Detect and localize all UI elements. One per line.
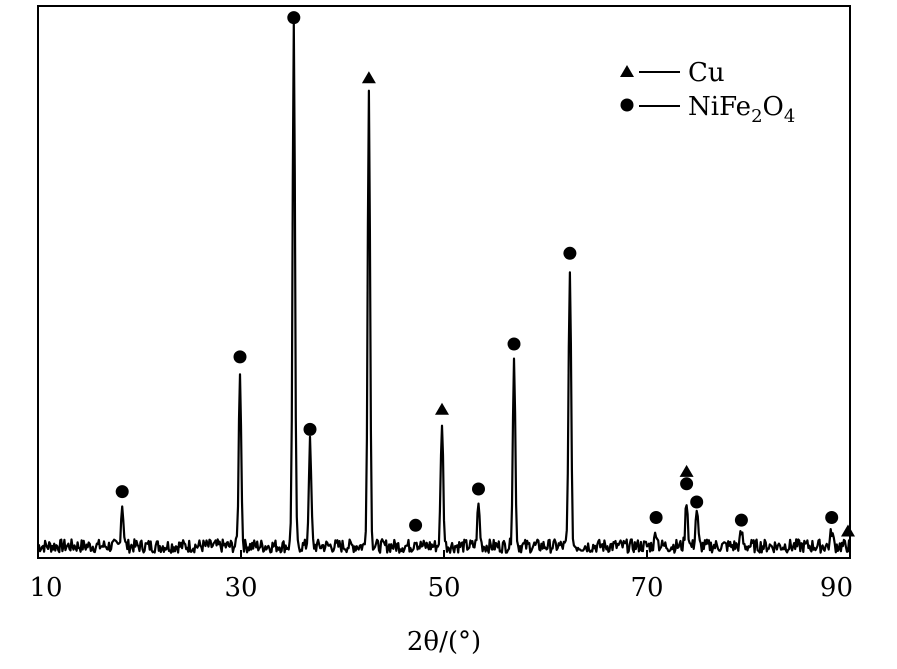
peak-markers [115, 11, 855, 537]
cu-peak-marker-11 [679, 464, 694, 477]
circle-icon [620, 98, 634, 112]
nife2o4-peak-marker-14 [734, 513, 748, 527]
x-axis-ticks: 10 30 50 70 90 [29, 550, 853, 603]
x-axis-title: 2θ/(°) [407, 627, 481, 657]
x-tick-label-70: 70 [630, 573, 663, 603]
nife2o4-peak-marker-5 [409, 518, 423, 532]
nife2o4-peak-marker-2 [287, 11, 301, 25]
nife2o4-peak-marker-15 [825, 511, 839, 524]
x-tick-label-90: 90 [820, 573, 853, 603]
legend-item-cu: Cu [620, 58, 725, 88]
x-tick-label-30: 30 [224, 573, 257, 603]
legend: Cu NiFe2O4 [620, 58, 795, 127]
nife2o4-peak-marker-7 [472, 482, 485, 496]
legend-item-nife2o4: NiFe2O4 [620, 92, 795, 127]
xrd-pattern-line [37, 21, 851, 554]
nife2o4-peak-marker-3 [303, 422, 317, 436]
x-tick-label-10: 10 [29, 573, 62, 603]
cu-peak-marker-6 [435, 402, 449, 415]
nife2o4-peak-marker-12 [680, 477, 694, 491]
cu-peak-marker-4 [361, 71, 376, 84]
triangle-icon [620, 65, 634, 77]
x-tick-label-50: 50 [427, 573, 460, 603]
legend-label-cu: Cu [688, 58, 725, 88]
nife2o4-peak-marker-1 [233, 350, 247, 364]
nife2o4-peak-marker-0 [115, 485, 129, 499]
nife2o4-peak-marker-8 [507, 337, 521, 351]
legend-label-nife2o4: NiFe2O4 [688, 92, 795, 127]
nife2o4-peak-marker-13 [690, 495, 704, 509]
nife2o4-peak-marker-9 [563, 246, 577, 260]
nife2o4-peak-marker-10 [649, 511, 663, 524]
cu-peak-marker-16 [841, 524, 855, 537]
